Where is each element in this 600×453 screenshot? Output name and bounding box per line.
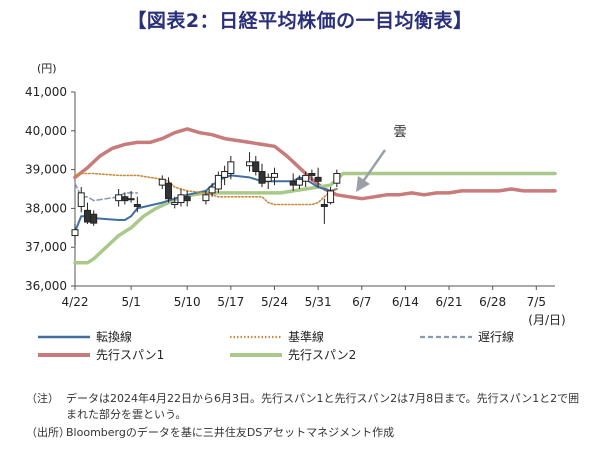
y-tick-label: 36,000	[25, 279, 67, 293]
legend-label: 転換線	[96, 329, 132, 344]
candle-body	[246, 161, 254, 167]
note-row: （注） データは2024年4月22日から6月3日。先行スパン1と先行スパン2は7月…	[26, 391, 586, 423]
cloud-arrow-shaft	[360, 149, 387, 184]
x-tick-label: 6/21	[436, 295, 463, 309]
legend-label: 先行スパン1	[96, 348, 164, 362]
candle-body	[208, 186, 216, 194]
cloud-lines	[73, 127, 557, 265]
candle-body	[333, 172, 341, 184]
legend-label: 基準線	[288, 329, 324, 344]
candle-body	[258, 171, 266, 184]
y-unit-label: (円)	[37, 62, 57, 75]
candle-body	[202, 194, 210, 202]
y-tick-label: 38,000	[25, 201, 67, 215]
candle-body	[177, 194, 185, 204]
candle-body	[127, 198, 135, 201]
candle-body	[158, 178, 166, 186]
candle-body	[133, 204, 141, 207]
x-tick-label: 5/17	[217, 295, 244, 309]
candle-body	[289, 180, 297, 186]
candle-body	[320, 204, 328, 207]
candle-body	[314, 176, 322, 182]
x-tick-label: 5/1	[121, 295, 140, 309]
x-tick-label: 6/7	[352, 295, 371, 309]
candle-body	[302, 174, 310, 182]
x-unit-label: (月/日)	[528, 313, 565, 327]
candlesticks	[71, 152, 341, 246]
candle-body	[227, 161, 235, 174]
x-tick-label: 5/24	[261, 295, 288, 309]
x-tick-label: 7/5	[527, 295, 546, 309]
candle-body	[264, 176, 272, 182]
candle-body	[90, 213, 98, 224]
candle-body	[83, 209, 91, 223]
source-tag: （出所）	[26, 426, 70, 439]
candle-body	[183, 196, 191, 202]
candle-body	[221, 171, 229, 178]
source-row: （出所）Bloombergのデータを基に三井住友DSアセットマネジメント作成	[26, 425, 586, 441]
series-line-4	[73, 171, 557, 265]
x-tick-label: 6/14	[392, 295, 419, 309]
x-tick-label: 4/22	[62, 295, 89, 309]
candle-body	[77, 192, 85, 207]
candle-body	[252, 161, 260, 173]
cloud-annotation: 雲	[356, 125, 407, 192]
candle-body	[71, 229, 79, 237]
y-tick-label: 41,000	[25, 85, 67, 99]
candle-body	[165, 182, 173, 200]
axes: 36,000 37,000 38,000 39,000 40,000 41,000 (円) 4…	[25, 62, 566, 327]
candle-body	[171, 202, 179, 206]
x-tick-label: 5/31	[305, 295, 332, 309]
cloud-arrow-head	[356, 176, 370, 192]
candle-body	[121, 196, 129, 202]
chart-title: 【図表2：日経平均株価の一目均衡表】	[127, 10, 473, 32]
legend-label: 遅行線	[478, 329, 514, 344]
note-text: データは2024年4月22日から6月3日。先行スパン1と先行スパン2は7月8日ま…	[66, 392, 580, 421]
y-tick-label: 40,000	[25, 124, 67, 138]
x-tick-label: 6/28	[479, 295, 506, 309]
note-tag: （注）	[26, 392, 59, 405]
series-line-1	[74, 172, 338, 206]
candle-body	[214, 174, 222, 190]
candle-body	[308, 172, 316, 176]
x-tick-label: 5/10	[174, 295, 201, 309]
candle-body	[270, 172, 278, 178]
legend-label: 先行スパン2	[288, 348, 356, 362]
candle-body	[327, 190, 335, 204]
candle-body	[115, 194, 123, 202]
cloud-label: 雲	[393, 125, 406, 140]
y-tick-label: 39,000	[25, 163, 67, 177]
source-text: Bloombergのデータを基に三井住友DSアセットマネジメント作成	[66, 426, 395, 439]
candle-body	[295, 178, 303, 186]
y-tick-label: 37,000	[25, 240, 67, 254]
